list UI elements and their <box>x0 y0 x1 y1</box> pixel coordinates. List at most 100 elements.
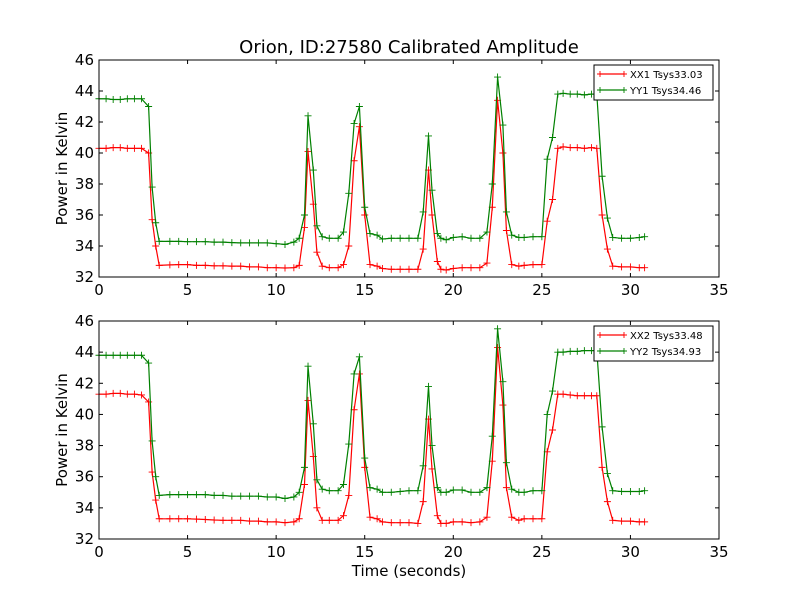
y-tick-label: 36 <box>75 468 94 486</box>
data-point <box>419 498 427 506</box>
data-point <box>548 426 556 434</box>
data-point <box>345 242 353 250</box>
data-point <box>175 491 183 499</box>
legend-marker <box>621 71 627 77</box>
data-point <box>488 432 496 440</box>
legend-marker <box>597 348 603 354</box>
data-point <box>290 264 298 272</box>
data-point <box>458 518 466 526</box>
data-point <box>529 487 537 495</box>
data-point <box>201 491 209 499</box>
data-point <box>548 196 556 203</box>
data-point <box>138 391 146 399</box>
data-point <box>175 261 183 269</box>
data-point <box>405 265 413 273</box>
data-point <box>138 144 146 152</box>
data-point <box>373 231 381 239</box>
y-tick-label: 40 <box>75 144 94 162</box>
data-point <box>184 515 192 523</box>
data-point <box>449 518 457 526</box>
data-point <box>130 95 138 103</box>
data-point <box>626 263 634 271</box>
data-point <box>618 517 626 525</box>
legend-label: YY1 Tsys34.46 <box>629 86 701 97</box>
x-tick-label: 0 <box>94 281 104 299</box>
data-point <box>109 144 117 152</box>
data-point <box>566 90 574 98</box>
data-point <box>580 144 588 152</box>
data-point <box>254 517 262 525</box>
data-point <box>396 265 404 273</box>
data-point <box>373 262 381 270</box>
legend-marker <box>621 332 627 338</box>
data-point <box>598 423 606 431</box>
data-point <box>641 264 649 272</box>
data-point <box>641 233 649 241</box>
data-point <box>449 233 457 241</box>
data-point <box>609 487 617 495</box>
data-point <box>155 237 163 245</box>
subplots: 0 5 10 15 20 25 30 35 32 34 36 38 40 42 44 46 Orion, ID:… <box>53 37 729 580</box>
data-point <box>175 515 183 523</box>
legend-marker <box>597 332 603 338</box>
data-point <box>419 462 427 470</box>
data-point <box>309 166 317 174</box>
data-point <box>458 233 466 241</box>
data-point <box>345 491 353 499</box>
data-point <box>396 488 404 496</box>
data-point <box>192 515 200 523</box>
data-point <box>237 492 245 500</box>
data-point <box>152 219 160 227</box>
data-point <box>387 265 395 273</box>
data-point <box>152 496 160 504</box>
data-point <box>281 495 289 503</box>
x-tick-label: 10 <box>267 543 286 561</box>
data-point <box>483 513 491 521</box>
series-line <box>99 100 645 271</box>
data-point <box>148 183 156 191</box>
data-point <box>272 264 280 272</box>
legend-entry: XX1 Tsys33.03 <box>597 70 703 81</box>
data-point <box>559 348 567 356</box>
data-point <box>318 516 326 524</box>
legend: XX1 Tsys33.03 YY1 Tsys34.46 <box>593 64 714 101</box>
data-point <box>414 265 422 273</box>
data-point <box>373 485 381 493</box>
data-point <box>387 488 395 496</box>
y-axis-label: Power in Kelvin <box>53 373 71 487</box>
data-point <box>387 234 395 242</box>
data-point <box>543 155 551 163</box>
data-point <box>361 203 369 211</box>
data-point <box>618 234 626 242</box>
data-point <box>130 390 138 398</box>
data-point <box>210 491 218 499</box>
data-point <box>396 519 404 527</box>
data-point <box>442 519 450 527</box>
series-1 <box>95 96 649 274</box>
data-point <box>246 517 254 525</box>
data-point <box>609 262 617 270</box>
x-tick-label: 25 <box>532 543 551 561</box>
data-point <box>210 262 218 270</box>
data-point <box>378 488 386 496</box>
data-point <box>538 233 546 241</box>
data-point <box>361 211 369 219</box>
subplot-1: 0 5 10 15 20 25 30 35 32 34 36 38 40 42 44 46 Orion, ID:… <box>53 37 729 299</box>
data-point <box>102 144 110 152</box>
data-point <box>361 463 369 471</box>
data-point <box>300 463 308 471</box>
data-point <box>148 468 156 476</box>
data-point <box>355 103 363 110</box>
data-point <box>566 391 574 399</box>
series-2 <box>95 73 649 248</box>
data-point <box>428 186 436 194</box>
y-tick-label: 34 <box>75 499 94 517</box>
data-point <box>237 516 245 524</box>
y-tick-label: 44 <box>75 82 94 100</box>
data-point <box>237 262 245 270</box>
data-point <box>295 488 303 496</box>
data-point <box>373 515 381 523</box>
data-point <box>520 261 528 269</box>
x-tick-label: 15 <box>355 281 374 299</box>
data-point <box>325 234 333 242</box>
